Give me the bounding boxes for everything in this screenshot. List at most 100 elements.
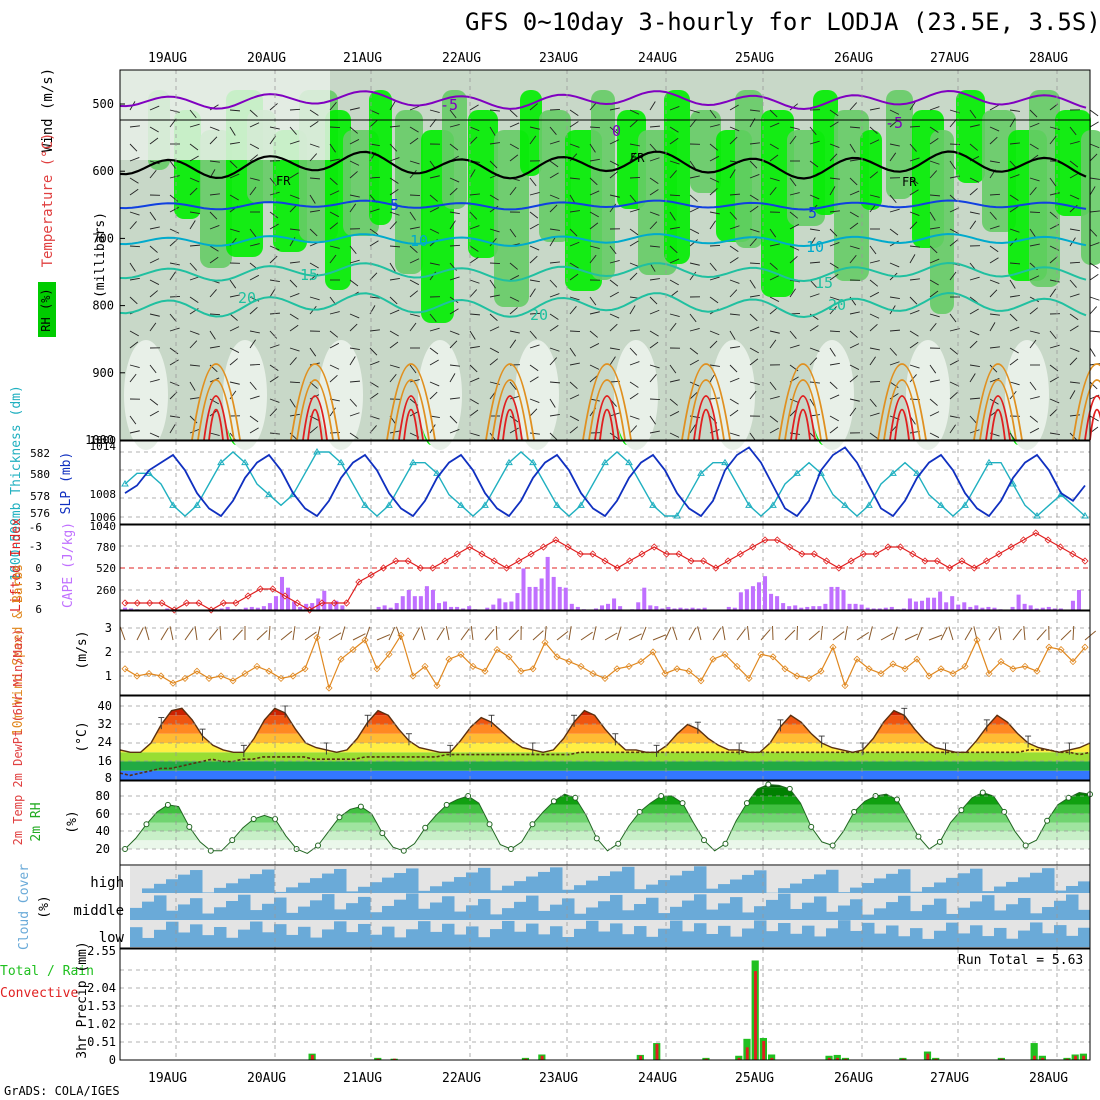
temp-bands	[120, 708, 1090, 780]
cape-bar	[424, 586, 429, 610]
wind-barb	[589, 254, 597, 264]
wind-barb-10m	[219, 625, 222, 641]
cape-bar	[382, 605, 387, 610]
wind-barb	[129, 296, 138, 305]
wind-barb	[949, 119, 957, 128]
wind-barb	[549, 172, 559, 179]
wind-barb	[189, 177, 200, 183]
rh-dry-region	[120, 70, 330, 160]
wind-barb	[409, 211, 416, 221]
cloud-cell	[994, 927, 1007, 947]
wind-barb	[929, 170, 938, 179]
cloud-cell	[958, 933, 971, 947]
wind-barb	[829, 296, 840, 301]
li-point	[786, 543, 794, 551]
rh-point	[229, 837, 236, 844]
li-point	[281, 592, 289, 600]
cloud-cell	[358, 886, 371, 893]
wind-barb	[1089, 381, 1098, 390]
li-point	[675, 550, 683, 558]
wind-barb	[129, 188, 139, 196]
wind-barb	[949, 143, 961, 145]
wind-speed-point	[937, 665, 945, 673]
wind-barb	[569, 362, 580, 366]
wind-barb	[1049, 398, 1060, 404]
temp-band	[120, 761, 1090, 771]
wind-barb-10m	[268, 625, 271, 641]
cloud-cell	[418, 908, 431, 920]
wind-barb	[789, 288, 796, 298]
cloud-cell	[334, 921, 347, 947]
wind-barb	[709, 155, 720, 162]
cape-bar	[823, 603, 828, 610]
wind-barb	[929, 364, 937, 374]
cloud-cell	[406, 868, 419, 893]
cloud-cell	[514, 881, 527, 893]
cloud-cell	[430, 902, 443, 920]
rh-dry-patch	[124, 340, 168, 450]
wind-barb	[1089, 242, 1100, 247]
wind-barb	[869, 323, 878, 332]
temp-contour-10	[119, 232, 1087, 248]
wind-barb	[709, 143, 719, 151]
wind-barb	[209, 224, 220, 230]
wind-barb	[929, 432, 940, 438]
wind-barb	[549, 126, 557, 135]
wind-barb-10m	[916, 626, 923, 641]
wind-barb	[189, 276, 200, 281]
wind-barb	[709, 364, 720, 367]
wind-barb	[409, 279, 420, 286]
cloud-cell	[706, 933, 719, 947]
precip-convective-bar	[1041, 1057, 1045, 1060]
wind-barb	[729, 245, 739, 252]
rh-band	[125, 796, 1090, 805]
wind-barb	[929, 379, 940, 383]
rh-point	[593, 835, 600, 842]
li-point	[527, 550, 535, 558]
wind-barb	[529, 344, 540, 349]
wind-frame	[119, 610, 1091, 696]
cloud-cell	[814, 874, 827, 893]
wind-barb	[389, 277, 400, 281]
li-point	[589, 550, 597, 558]
wind-barb	[169, 109, 180, 113]
rh-band	[125, 822, 1090, 832]
wind-barb	[349, 347, 360, 351]
cloud-cell	[658, 928, 671, 947]
wind-barb	[689, 109, 700, 114]
rh-plume	[735, 90, 763, 248]
wind-barb	[589, 375, 598, 383]
wind-speed-point	[505, 653, 513, 661]
wind-barb	[489, 160, 498, 169]
wind-speed-point	[133, 672, 141, 680]
thickness-point	[937, 501, 945, 508]
wind-barb	[829, 241, 840, 247]
wind-barb	[189, 211, 200, 215]
wind-barb	[829, 347, 836, 357]
wind-barb	[969, 177, 980, 183]
wind-barb	[1069, 126, 1077, 136]
cape-bar	[726, 606, 731, 610]
precip-convective-bar	[1033, 1055, 1036, 1060]
warm-dome-contour	[398, 395, 424, 441]
wind-barb	[1069, 390, 1076, 400]
wind-barb	[289, 313, 299, 320]
cloud-cell	[670, 920, 683, 947]
wind-barb	[769, 395, 780, 400]
wind-barb	[569, 143, 580, 148]
li-point	[182, 599, 191, 607]
wind-barb	[709, 245, 721, 247]
wind-barb	[1089, 330, 1100, 333]
cape-bar	[696, 608, 701, 610]
li-point	[995, 550, 1003, 558]
cape-bar	[859, 604, 864, 610]
wind-barb	[709, 211, 720, 215]
wind-barb	[449, 220, 456, 230]
temp-contour-label: 0	[612, 122, 621, 140]
cape-bar	[340, 605, 345, 610]
wind-barb	[949, 313, 957, 323]
thickness-point	[793, 469, 801, 476]
wind-barb	[849, 143, 856, 153]
rh-point	[486, 821, 493, 828]
cloud-cell	[502, 885, 515, 893]
